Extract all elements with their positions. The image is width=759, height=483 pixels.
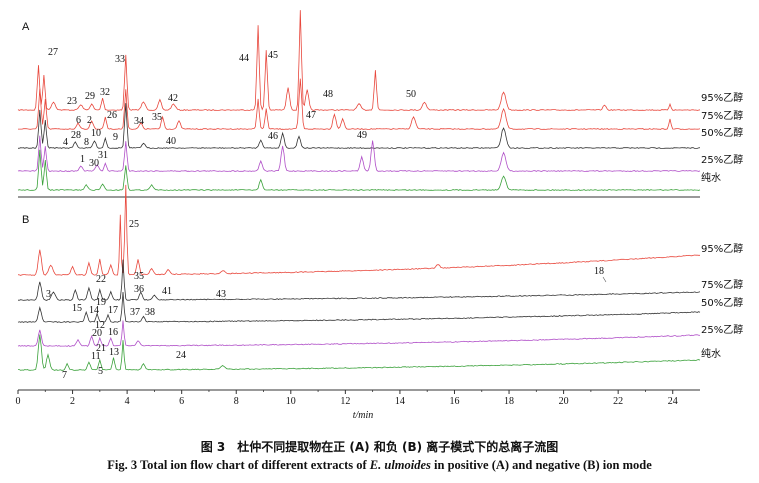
panel-a-letter: A <box>22 21 30 33</box>
peak-label-b-24: 24 <box>176 350 186 361</box>
x-tick-label-0: 0 <box>16 396 21 407</box>
series-label-a-4: 25%乙醇 <box>701 153 743 166</box>
series-label-b-5: 纯水 <box>701 347 721 360</box>
peak-label-a-8: 8 <box>84 137 89 148</box>
peak-label-b-11: 11 <box>91 351 101 362</box>
x-tick-label-22: 22 <box>613 396 623 407</box>
peak-label-b-22: 22 <box>96 274 106 285</box>
peak-label-a-33: 33 <box>115 54 125 65</box>
peak-label-a-31: 31 <box>98 150 108 161</box>
peak-label-a-49: 49 <box>357 130 367 141</box>
x-tick-label-12: 12 <box>340 396 350 407</box>
peak-label-a-32: 32 <box>100 87 110 98</box>
peak-label-a-28: 28 <box>71 130 81 141</box>
peak-label-b-14: 14 <box>89 305 99 316</box>
peak-label-a-1: 1 <box>80 154 85 165</box>
x-tick-label-2: 2 <box>70 396 75 407</box>
peak-label-b-35: 35 <box>134 271 144 282</box>
peak-label-a-4: 4 <box>63 137 68 148</box>
peak-label-b-37: 37 <box>130 307 140 318</box>
x-axis-title: t/min <box>353 410 374 421</box>
peak-label-a-34: 34 <box>134 116 144 127</box>
peak-label-a-29: 29 <box>85 91 95 102</box>
peak-label-a-23: 23 <box>67 96 77 107</box>
x-tick-label-16: 16 <box>449 396 459 407</box>
peak-label-a-40: 40 <box>166 136 176 147</box>
peak-label-a-44: 44 <box>239 53 249 64</box>
trace-b-3 <box>17 291 701 323</box>
peak-label-a-9: 9 <box>113 132 118 143</box>
peak-label-a-35: 35 <box>152 112 162 123</box>
peak-label-b-38: 38 <box>145 307 155 318</box>
trace-a-3 <box>17 103 701 149</box>
trace-a-4 <box>17 135 701 172</box>
series-label-b-4: 25%乙醇 <box>701 323 743 336</box>
figure-caption-chinese: 图 3 杜仲不同提取物在正 (A) 和负 (B) 离子模式下的总离子流图 <box>200 440 559 454</box>
peak-label-b-7: 7 <box>62 370 67 381</box>
trace-b-5 <box>18 334 701 371</box>
trace-b-4 <box>17 320 701 347</box>
peak-label-b-36: 36 <box>134 284 144 295</box>
x-tick-label-10: 10 <box>286 396 296 407</box>
trace-a-5 <box>17 149 701 191</box>
series-label-a-2: 75%乙醇 <box>701 109 743 122</box>
series-label-b-3: 50%乙醇 <box>701 296 743 309</box>
peak-label-b-3: 3 <box>46 289 51 300</box>
x-tick-label-24: 24 <box>668 396 678 407</box>
peak-label-a-2: 2 <box>87 115 92 126</box>
series-label-a-1: 95%乙醇 <box>701 91 743 104</box>
peak-label-b-18: 18 <box>594 266 604 277</box>
peak-label-b-13: 13 <box>109 347 119 358</box>
x-tick-label-8: 8 <box>234 396 239 407</box>
series-label-a-5: 纯水 <box>701 171 721 184</box>
trace-b-2 <box>18 259 701 301</box>
chromatogram-figure: A95%乙醇75%乙醇50%乙醇25%乙醇纯水B95%乙醇75%乙醇50%乙醇2… <box>16 10 743 421</box>
trace-b-1 <box>17 184 700 276</box>
peak-label-a-6: 6 <box>76 115 81 126</box>
peak-label-a-50: 50 <box>406 89 416 100</box>
peak-label-b-15: 15 <box>72 303 82 314</box>
peak-label-a-10: 10 <box>91 128 101 139</box>
peak-label-b-25: 25 <box>129 219 139 230</box>
peak-label-a-42: 42 <box>168 93 178 104</box>
peak-label-a-48: 48 <box>323 89 333 100</box>
peak-label-b-19: 19 <box>96 297 106 308</box>
peak-label-b-17: 17 <box>108 305 118 316</box>
peak-label-a-27: 27 <box>48 47 58 58</box>
series-label-b-2: 75%乙醇 <box>701 278 743 291</box>
x-tick-label-14: 14 <box>395 396 405 407</box>
peak-label-a-47: 47 <box>306 110 316 121</box>
trace-a-1 <box>17 10 701 111</box>
peak-label-a-46: 46 <box>268 131 278 142</box>
peak-18-leader <box>602 276 607 283</box>
peak-label-b-20: 20 <box>92 328 102 339</box>
peak-label-b-5: 5 <box>98 366 103 377</box>
peak-label-a-26: 26 <box>107 110 117 121</box>
x-tick-label-18: 18 <box>504 396 514 407</box>
x-tick-label-20: 20 <box>559 396 569 407</box>
trace-a-2 <box>18 78 701 130</box>
x-tick-label-6: 6 <box>179 396 184 407</box>
x-tick-label-4: 4 <box>125 396 130 407</box>
peak-label-a-45: 45 <box>268 50 278 61</box>
series-label-a-3: 50%乙醇 <box>701 126 743 139</box>
peak-label-b-12: 12 <box>95 320 105 331</box>
figure-caption-english: Fig. 3 Total ion flow chart of different… <box>107 458 652 472</box>
peak-label-a-30: 30 <box>89 158 99 169</box>
peak-label-b-16: 16 <box>108 327 118 338</box>
panel-b-letter: B <box>22 214 29 226</box>
peak-label-b-21: 21 <box>96 343 106 354</box>
series-label-b-1: 95%乙醇 <box>701 242 743 255</box>
peak-label-b-43: 43 <box>216 289 226 300</box>
peak-label-b-41: 41 <box>162 286 172 297</box>
